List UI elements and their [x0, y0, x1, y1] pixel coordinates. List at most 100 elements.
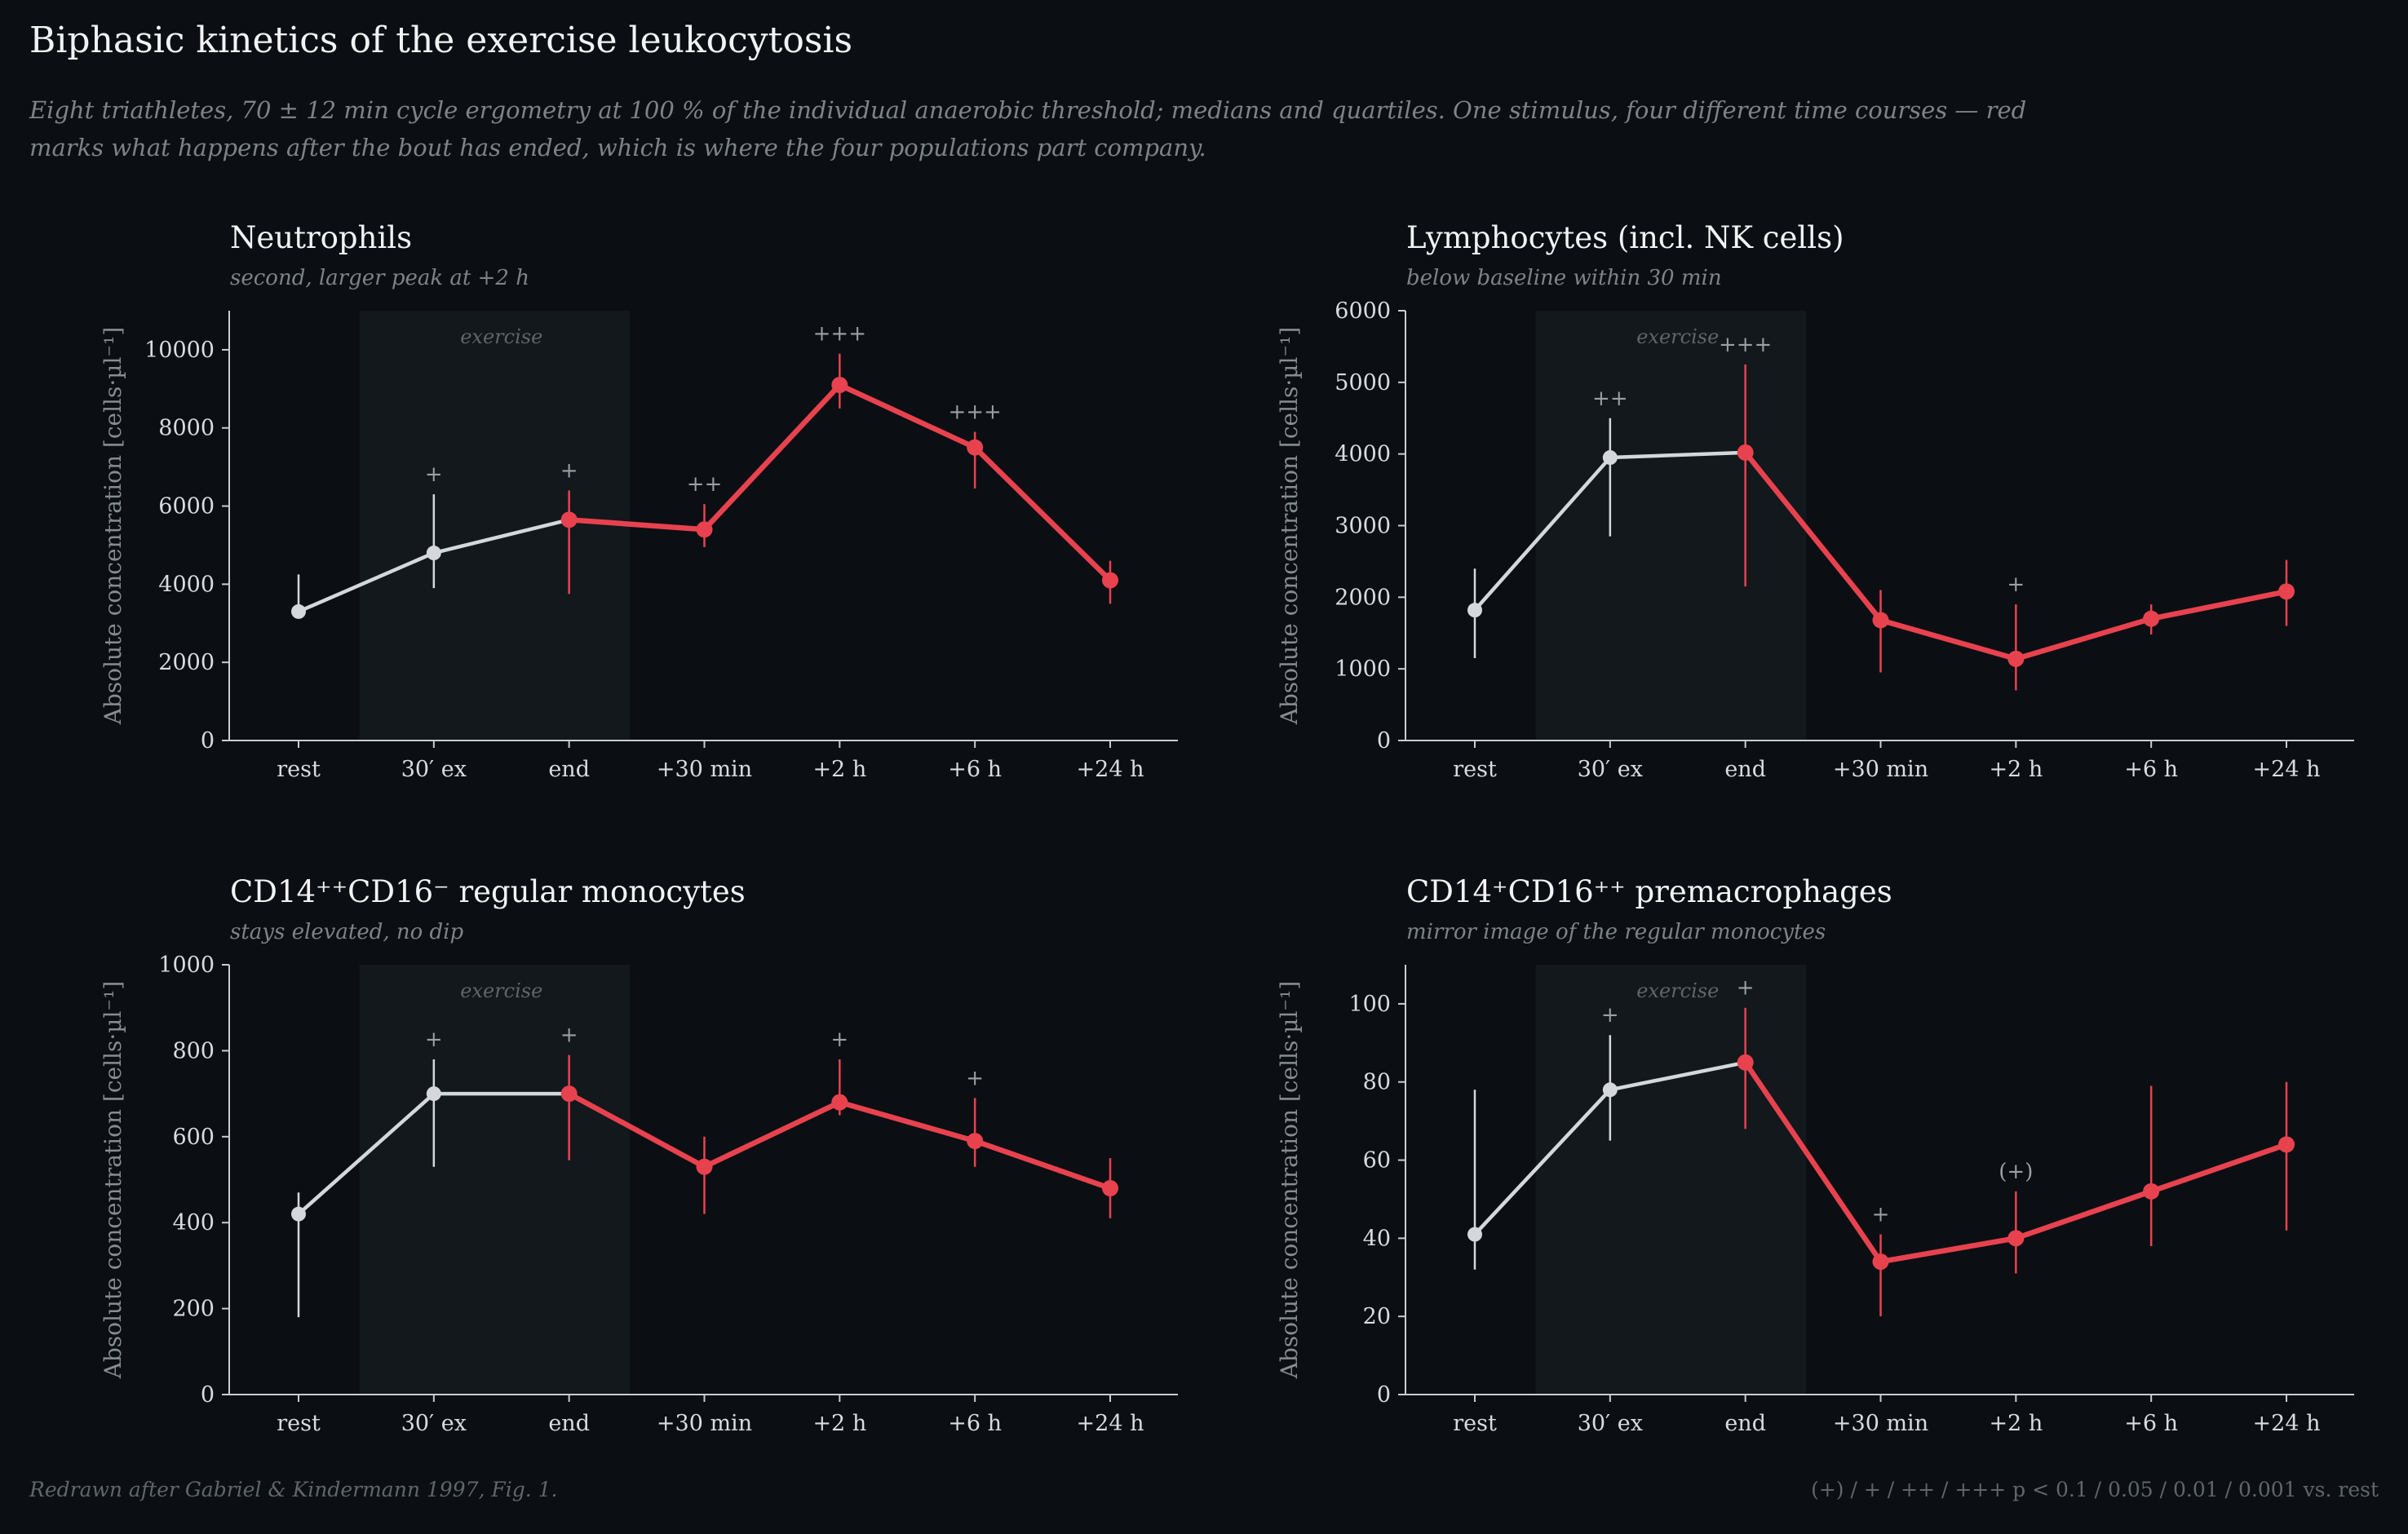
- x-tick-label: +2 h: [812, 757, 866, 782]
- y-tick-label: 3000: [1335, 514, 1391, 539]
- y-tick-label: 6000: [158, 494, 215, 519]
- data-point: [831, 377, 848, 394]
- y-tick-label: 4000: [1335, 442, 1391, 467]
- y-tick-label: 20: [1363, 1304, 1391, 1329]
- panel-title: CD14⁺⁺CD16⁻ regular monocytes: [230, 874, 746, 909]
- figure-subtitle: Eight triathletes, 70 ± 12 min cycle erg…: [29, 96, 2027, 161]
- significance-mark: ++: [687, 472, 723, 497]
- data-point: [831, 1094, 848, 1111]
- significance-mark: +: [2007, 572, 2025, 597]
- x-tick-label: end: [548, 1411, 590, 1436]
- y-tick-label: 80: [1363, 1070, 1391, 1095]
- panel-title: Neutrophils: [230, 220, 413, 255]
- y-tick-label: 4000: [158, 572, 215, 597]
- significance-mark: +: [425, 462, 443, 487]
- x-tick-label: +30 min: [1833, 1411, 1928, 1436]
- y-tick-label: 2000: [158, 650, 215, 675]
- x-tick-label: +24 h: [2253, 757, 2321, 782]
- y-tick-label: 0: [201, 1382, 215, 1408]
- x-tick-label: 30′ ex: [1578, 1411, 1643, 1436]
- data-point: [1102, 1180, 1118, 1197]
- x-tick-label: +6 h: [2124, 757, 2178, 782]
- exercise-band-label: exercise: [460, 979, 542, 1002]
- x-tick-label: +2 h: [1989, 757, 2043, 782]
- x-tick-label: rest: [277, 1411, 321, 1436]
- panel-title: CD14⁺CD16⁺⁺ premacrophages: [1406, 874, 1892, 909]
- data-point: [291, 1206, 306, 1222]
- y-tick-label: 100: [1348, 992, 1391, 1017]
- x-tick-label: +6 h: [948, 1411, 1002, 1436]
- data-point: [1467, 603, 1482, 618]
- chart-svg: exercise 0 2000 4000 6000 8000 10000 rest 30′ ex…: [100, 311, 1178, 782]
- x-tick-label: +24 h: [1077, 757, 1144, 782]
- chart-svg: exercise 0 200 400 600 800 1000 rest 30′ ex end +3…: [100, 953, 1178, 1436]
- x-tick-label: end: [1724, 1411, 1766, 1436]
- y-axis-label: Absolute concentration [cells·µl⁻¹]: [1276, 327, 1303, 726]
- x-tick-label: +2 h: [812, 1411, 866, 1436]
- data-point: [967, 439, 984, 456]
- data-point: [2007, 1230, 2025, 1247]
- exercise-band: [1535, 965, 1807, 1395]
- y-axis-label: Absolute concentration [cells·µl⁻¹]: [1276, 981, 1303, 1380]
- panel-subtitle: below baseline within 30 min: [1406, 266, 1722, 290]
- data-point: [967, 1133, 984, 1150]
- exercise-band: [1535, 311, 1807, 740]
- x-tick-label: +2 h: [1989, 1411, 2043, 1436]
- y-tick-label: 200: [172, 1297, 215, 1322]
- chart-panel-premacrophages: CD14⁺CD16⁺⁺ premacrophages mirror image …: [1206, 874, 2397, 1510]
- significance-mark: ++: [1592, 387, 1628, 411]
- x-tick-label: 30′ ex: [401, 757, 467, 782]
- y-tick-label: 8000: [158, 416, 215, 441]
- data-point: [2143, 1183, 2160, 1200]
- data-point: [291, 603, 306, 619]
- data-point: [1602, 1082, 1618, 1098]
- y-tick-label: 2000: [1335, 585, 1391, 610]
- chart-panel-lymphocytes: Lymphocytes (incl. NK cells) below basel…: [1206, 220, 2397, 856]
- y-tick-label: 0: [1377, 728, 1391, 754]
- significance-mark: +: [560, 1023, 578, 1048]
- chart-panel-regular-monocytes: CD14⁺⁺CD16⁻ regular monocytes stays elev…: [29, 874, 1220, 1510]
- x-tick-label: +30 min: [1833, 757, 1928, 782]
- data-point: [1872, 1253, 1889, 1271]
- y-tick-label: 600: [172, 1125, 215, 1150]
- data-point: [2278, 1136, 2295, 1153]
- y-tick-label: 400: [172, 1210, 215, 1236]
- significance-mark: +: [830, 1028, 848, 1052]
- significance-mark: +: [966, 1066, 984, 1090]
- exercise-band: [359, 965, 631, 1395]
- data-point: [560, 1085, 578, 1103]
- y-tick-label: 0: [1377, 1382, 1391, 1408]
- significance-mark: +: [1737, 976, 1755, 1001]
- significance-mark: +++: [948, 400, 1001, 425]
- panel-title: Lymphocytes (incl. NK cells): [1406, 220, 1844, 255]
- data-point: [2278, 583, 2295, 600]
- exercise-band: [359, 311, 631, 740]
- data-point: [1467, 1227, 1482, 1242]
- data-point: [696, 521, 713, 538]
- y-tick-label: 10000: [144, 338, 215, 363]
- data-point: [2007, 650, 2025, 667]
- y-tick-label: 1000: [158, 953, 215, 978]
- y-tick-label: 5000: [1335, 370, 1391, 396]
- data-point: [426, 1086, 441, 1102]
- significance-mark: +: [425, 1028, 443, 1052]
- data-point: [1602, 450, 1618, 466]
- significance-mark: +++: [1719, 333, 1772, 357]
- chart-svg: exercise 0 1000 2000 3000 4000 5000 6000 rest 30′…: [1276, 298, 2354, 782]
- y-tick-label: 800: [172, 1038, 215, 1063]
- exercise-band-label: exercise: [460, 325, 542, 348]
- data-point: [1737, 444, 1754, 461]
- chart-svg: exercise 0 20 40 60 80 100 rest 30′ ex end +30 min…: [1276, 965, 2354, 1436]
- panel-subtitle: second, larger peak at +2 h: [230, 266, 529, 290]
- exercise-band-label: exercise: [1636, 325, 1719, 348]
- x-tick-label: +6 h: [948, 757, 1002, 782]
- y-axis-label: Absolute concentration [cells·µl⁻¹]: [100, 327, 126, 726]
- x-tick-label: end: [548, 757, 590, 782]
- y-tick-label: 40: [1363, 1226, 1391, 1251]
- data-point: [1872, 612, 1889, 629]
- x-tick-label: end: [1724, 757, 1766, 782]
- y-tick-label: 0: [201, 728, 215, 754]
- y-tick-label: 1000: [1335, 656, 1391, 682]
- data-point: [696, 1158, 713, 1175]
- data-point: [560, 511, 578, 528]
